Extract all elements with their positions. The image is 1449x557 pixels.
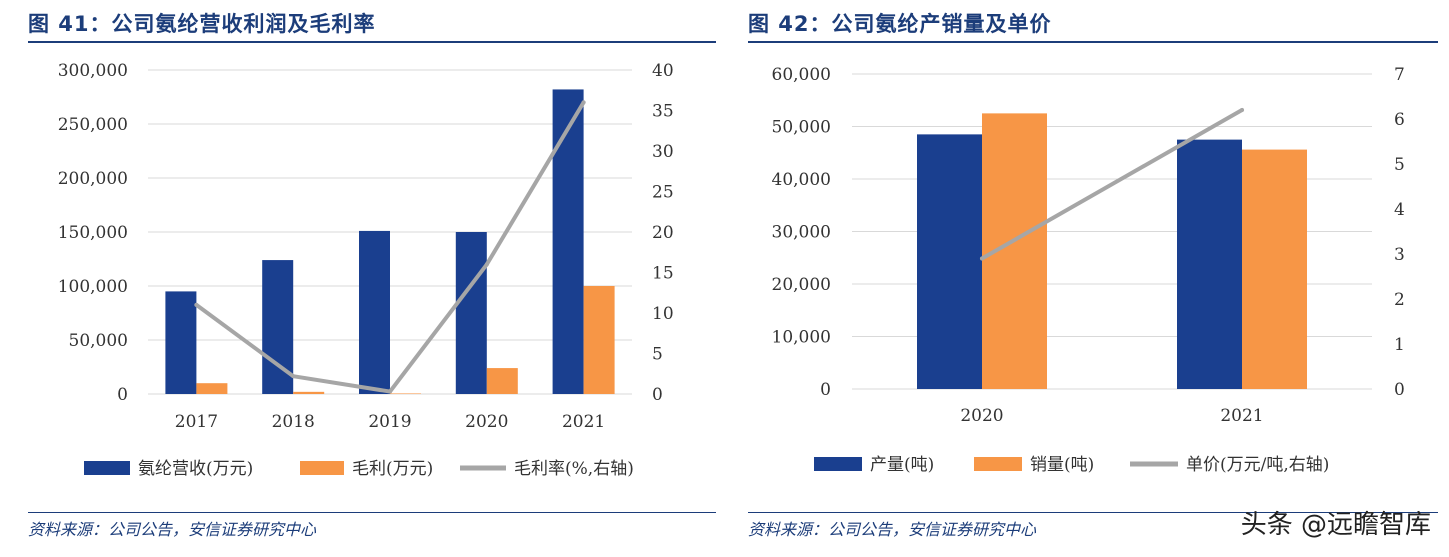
y2-tick-label: 10 bbox=[652, 304, 674, 324]
bar-primary bbox=[552, 89, 584, 394]
watermark: 头条 @远瞻智库 bbox=[1240, 510, 1431, 540]
y-tick-label: 60,000 bbox=[772, 65, 831, 85]
line-point bbox=[194, 302, 199, 307]
bar-primary bbox=[1177, 139, 1242, 389]
source-note: 资料来源：公司公告，安信证券研究中心 bbox=[748, 520, 1037, 539]
y2-tick-label: 7 bbox=[1394, 65, 1405, 85]
series-line bbox=[980, 108, 1244, 261]
y2-tick-label: 4 bbox=[1394, 200, 1405, 220]
line-point bbox=[484, 262, 489, 267]
legend-label: 毛利率(%,右轴) bbox=[514, 459, 634, 479]
bar-secondary bbox=[1242, 149, 1307, 389]
x-tick-label: 2020 bbox=[465, 412, 508, 432]
y-tick-label: 150,000 bbox=[58, 223, 128, 243]
source-rule bbox=[748, 512, 1438, 513]
source-note: 资料来源：公司公告，安信证券研究中心 bbox=[28, 520, 317, 539]
chart-panel-volume: 图 42：公司氨纶产销量及单价 0 10,000 20,000 30,000 40,00… bbox=[724, 0, 1449, 557]
y2-tick-label: 0 bbox=[652, 385, 663, 405]
bar-secondary bbox=[293, 391, 325, 394]
y-tick-label: 0 bbox=[820, 380, 831, 400]
y2-tick-label: 3 bbox=[1394, 245, 1405, 265]
bar-secondary bbox=[196, 383, 228, 394]
title-rule bbox=[748, 41, 1438, 43]
y-tick-label: 30,000 bbox=[772, 223, 831, 243]
line-point bbox=[291, 374, 296, 379]
y2-tick-label: 6 bbox=[1394, 110, 1405, 130]
line-point bbox=[581, 100, 586, 105]
y2-tick-label: 40 bbox=[652, 61, 674, 81]
y2-tick-label: 20 bbox=[652, 223, 674, 243]
y-tick-label: 20,000 bbox=[772, 275, 831, 295]
legend-swatch bbox=[814, 457, 862, 471]
y2-tick-label: 15 bbox=[652, 264, 674, 284]
y-tick-label: 250,000 bbox=[58, 115, 128, 135]
y2-tick-label: 35 bbox=[652, 102, 674, 122]
legend-label: 产量(吨) bbox=[870, 455, 934, 475]
y2-tick-label: 5 bbox=[652, 345, 663, 365]
legend-swatch bbox=[300, 461, 344, 475]
y2-tick-label: 5 bbox=[1394, 155, 1405, 175]
y-tick-label: 10,000 bbox=[772, 328, 831, 348]
y2-tick-label: 2 bbox=[1394, 290, 1405, 310]
chart-revenue-profit-margin: 0 50,000 100,000 150,000 200,000 250,000 300,0… bbox=[58, 61, 674, 479]
y-tick-label: 50,000 bbox=[772, 118, 831, 138]
chart-output-sales-price: 0 10,000 20,000 30,000 40,000 50,000 60,000 0 1 2… bbox=[772, 65, 1405, 475]
bar-primary bbox=[455, 232, 487, 394]
legend-label: 单价(万元/吨,右轴) bbox=[1186, 455, 1329, 475]
y-tick-label: 0 bbox=[117, 385, 128, 405]
x-tick-label: 2017 bbox=[175, 412, 218, 432]
bar-secondary bbox=[486, 368, 518, 394]
y-tick-label: 40,000 bbox=[772, 170, 831, 190]
bar-secondary bbox=[583, 286, 615, 394]
legend-swatch bbox=[84, 461, 130, 475]
x-tick-label: 2021 bbox=[562, 412, 605, 432]
bar-primary bbox=[165, 291, 197, 394]
y-tick-label: 100,000 bbox=[58, 277, 128, 297]
figure-title: 图 41：公司氨纶营收利润及毛利率 bbox=[28, 12, 376, 36]
y2-tick-label: 30 bbox=[652, 142, 674, 162]
x-tick-label: 2018 bbox=[272, 412, 315, 432]
y2-tick-label: 25 bbox=[652, 183, 674, 203]
y2-tick-label: 1 bbox=[1394, 335, 1405, 355]
y-tick-label: 300,000 bbox=[58, 61, 128, 81]
x-tick-label: 2021 bbox=[1220, 406, 1263, 426]
x-tick-label: 2020 bbox=[960, 406, 1003, 426]
legend-swatch bbox=[974, 457, 1022, 471]
bar-primary bbox=[917, 134, 982, 389]
x-tick-label: 2019 bbox=[368, 412, 411, 432]
bar-secondary bbox=[390, 393, 421, 394]
legend-label: 氨纶营收(万元) bbox=[138, 459, 253, 479]
line-point bbox=[980, 256, 984, 261]
chart-panel-revenue: 图 41：公司氨纶营收利润及毛利率 0 50,000 100,000 150,000 2… bbox=[0, 0, 724, 557]
line-point bbox=[1240, 108, 1244, 112]
bar-primary bbox=[359, 230, 390, 394]
legend-label: 销量(吨) bbox=[1030, 455, 1094, 475]
y2-tick-label: 0 bbox=[1394, 380, 1405, 400]
source-rule bbox=[28, 512, 716, 513]
y-tick-label: 200,000 bbox=[58, 169, 128, 189]
title-rule bbox=[28, 41, 716, 43]
y-tick-label: 50,000 bbox=[69, 331, 128, 351]
figure-title: 图 42：公司氨纶产销量及单价 bbox=[748, 12, 1052, 36]
legend-label: 毛利(万元) bbox=[352, 459, 433, 479]
line-point bbox=[388, 389, 392, 394]
